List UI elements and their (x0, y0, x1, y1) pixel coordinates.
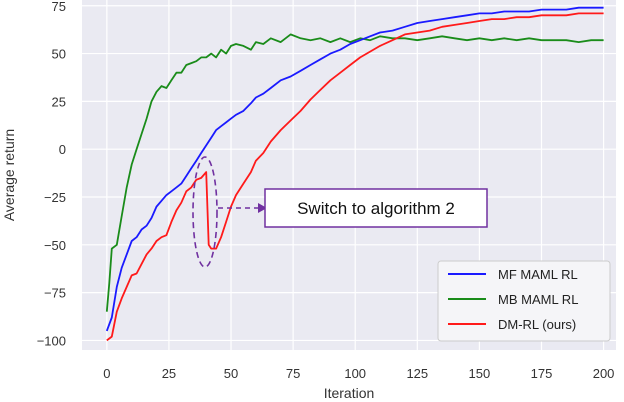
y-tick-label: 0 (59, 142, 66, 157)
x-tick-label: 100 (344, 366, 366, 381)
x-ticks: 0 25 50 75 100 125 150 175 200 (103, 366, 614, 381)
series-line-2 (106, 12, 604, 342)
y-tick-label: 25 (52, 94, 66, 109)
x-tick-label: 200 (593, 366, 615, 381)
y-tick-label: 50 (52, 47, 66, 62)
y-ticks: 75 50 25 0 −25 −50 −75 −100 (37, 0, 66, 348)
x-tick-label: 175 (531, 366, 553, 381)
series-layer (105, 6, 604, 342)
legend-label-mf: MF MAML RL (498, 267, 578, 282)
y-tick-label: −50 (44, 238, 66, 253)
annotation-arrow-head (258, 203, 267, 213)
x-tick-label: 125 (406, 366, 428, 381)
x-tick-label: 75 (286, 366, 300, 381)
annotation-box (264, 188, 488, 228)
x-tick-label: 25 (162, 366, 176, 381)
legend-label-mb: MB MAML RL (498, 292, 578, 307)
x-axis-label: Iteration (324, 385, 375, 401)
legend-label-dm: DM-RL (ours) (498, 317, 576, 332)
annotation-text: Switch to algorithm 2 (297, 199, 455, 218)
x-tick-label: 0 (103, 366, 110, 381)
y-tick-label: 75 (52, 0, 66, 14)
series-line-1 (105, 33, 604, 312)
y-tick-label: −25 (44, 190, 66, 205)
y-axis-label: Average return (1, 129, 17, 221)
x-tick-label: 50 (224, 366, 238, 381)
legend: MF MAML RL MB MAML RL DM-RL (ours) (437, 260, 611, 342)
y-tick-label: −75 (44, 286, 66, 301)
series-line-0 (105, 6, 604, 332)
switch-highlight-ellipse (192, 156, 218, 268)
y-tick-label: −100 (37, 333, 66, 348)
legend-box (437, 260, 611, 342)
x-tick-label: 150 (469, 366, 491, 381)
